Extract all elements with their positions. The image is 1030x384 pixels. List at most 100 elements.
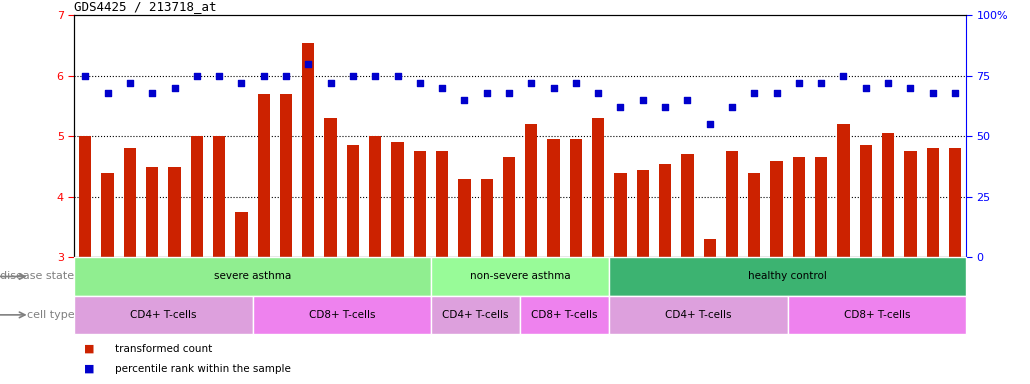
- Bar: [610, 296, 788, 334]
- Point: [166, 85, 182, 91]
- Point: [345, 73, 362, 79]
- Text: cell type: cell type: [27, 310, 74, 320]
- Bar: [74, 257, 431, 296]
- Bar: [520, 296, 610, 334]
- Point: [188, 73, 205, 79]
- Point: [813, 80, 829, 86]
- Point: [300, 61, 316, 67]
- Bar: [503, 157, 515, 257]
- Bar: [548, 139, 559, 257]
- Text: ■: ■: [84, 344, 95, 354]
- Bar: [191, 136, 203, 257]
- Point: [701, 121, 718, 127]
- Bar: [927, 149, 938, 257]
- Text: CD4+ T-cells: CD4+ T-cells: [665, 310, 731, 320]
- Text: CD8+ T-cells: CD8+ T-cells: [844, 310, 911, 320]
- Bar: [280, 94, 293, 257]
- Text: CD4+ T-cells: CD4+ T-cells: [130, 310, 197, 320]
- Point: [947, 90, 963, 96]
- Bar: [904, 151, 917, 257]
- Bar: [431, 296, 520, 334]
- Point: [634, 97, 651, 103]
- Text: CD4+ T-cells: CD4+ T-cells: [442, 310, 509, 320]
- Bar: [525, 124, 538, 257]
- Bar: [391, 142, 404, 257]
- Bar: [815, 157, 827, 257]
- Bar: [637, 170, 649, 257]
- Point: [768, 90, 785, 96]
- Point: [434, 85, 450, 91]
- Text: disease state: disease state: [0, 271, 74, 281]
- Bar: [302, 43, 314, 257]
- Point: [679, 97, 695, 103]
- Bar: [788, 296, 966, 334]
- Point: [99, 90, 115, 96]
- Bar: [703, 239, 716, 257]
- Point: [501, 90, 517, 96]
- Point: [902, 85, 919, 91]
- Bar: [124, 149, 136, 257]
- Text: CD8+ T-cells: CD8+ T-cells: [531, 310, 598, 320]
- Bar: [570, 139, 582, 257]
- Text: healthy control: healthy control: [749, 271, 827, 281]
- Bar: [431, 257, 610, 296]
- Point: [612, 104, 628, 110]
- Text: ■: ■: [84, 364, 95, 374]
- Point: [122, 80, 138, 86]
- Point: [657, 104, 674, 110]
- Bar: [79, 136, 92, 257]
- Bar: [102, 173, 113, 257]
- Bar: [168, 167, 180, 257]
- Bar: [681, 154, 693, 257]
- Bar: [252, 296, 431, 334]
- Text: severe asthma: severe asthma: [214, 271, 291, 281]
- Bar: [436, 151, 448, 257]
- Bar: [369, 136, 381, 257]
- Point: [746, 90, 762, 96]
- Point: [367, 73, 383, 79]
- Point: [858, 85, 874, 91]
- Bar: [481, 179, 492, 257]
- Point: [255, 73, 272, 79]
- Bar: [748, 173, 760, 257]
- Point: [278, 73, 295, 79]
- Bar: [614, 173, 626, 257]
- Bar: [324, 118, 337, 257]
- Point: [545, 85, 561, 91]
- Bar: [949, 149, 961, 257]
- Point: [523, 80, 540, 86]
- Bar: [837, 124, 850, 257]
- Point: [456, 97, 473, 103]
- Point: [724, 104, 741, 110]
- Bar: [258, 94, 270, 257]
- Bar: [610, 257, 966, 296]
- Point: [144, 90, 161, 96]
- Point: [791, 80, 808, 86]
- Bar: [860, 146, 872, 257]
- Point: [322, 80, 339, 86]
- Point: [211, 73, 228, 79]
- Text: GDS4425 / 213718_at: GDS4425 / 213718_at: [74, 0, 216, 13]
- Bar: [592, 118, 605, 257]
- Bar: [74, 296, 252, 334]
- Bar: [793, 157, 805, 257]
- Point: [233, 80, 249, 86]
- Bar: [146, 167, 159, 257]
- Bar: [235, 212, 247, 257]
- Bar: [347, 146, 359, 257]
- Bar: [213, 136, 226, 257]
- Point: [925, 90, 941, 96]
- Bar: [414, 151, 426, 257]
- Point: [412, 80, 428, 86]
- Point: [77, 73, 94, 79]
- Point: [389, 73, 406, 79]
- Text: CD8+ T-cells: CD8+ T-cells: [309, 310, 375, 320]
- Text: percentile rank within the sample: percentile rank within the sample: [115, 364, 291, 374]
- Point: [590, 90, 607, 96]
- Bar: [458, 179, 471, 257]
- Bar: [770, 161, 783, 257]
- Point: [568, 80, 584, 86]
- Bar: [882, 133, 894, 257]
- Text: non-severe asthma: non-severe asthma: [470, 271, 571, 281]
- Bar: [659, 164, 672, 257]
